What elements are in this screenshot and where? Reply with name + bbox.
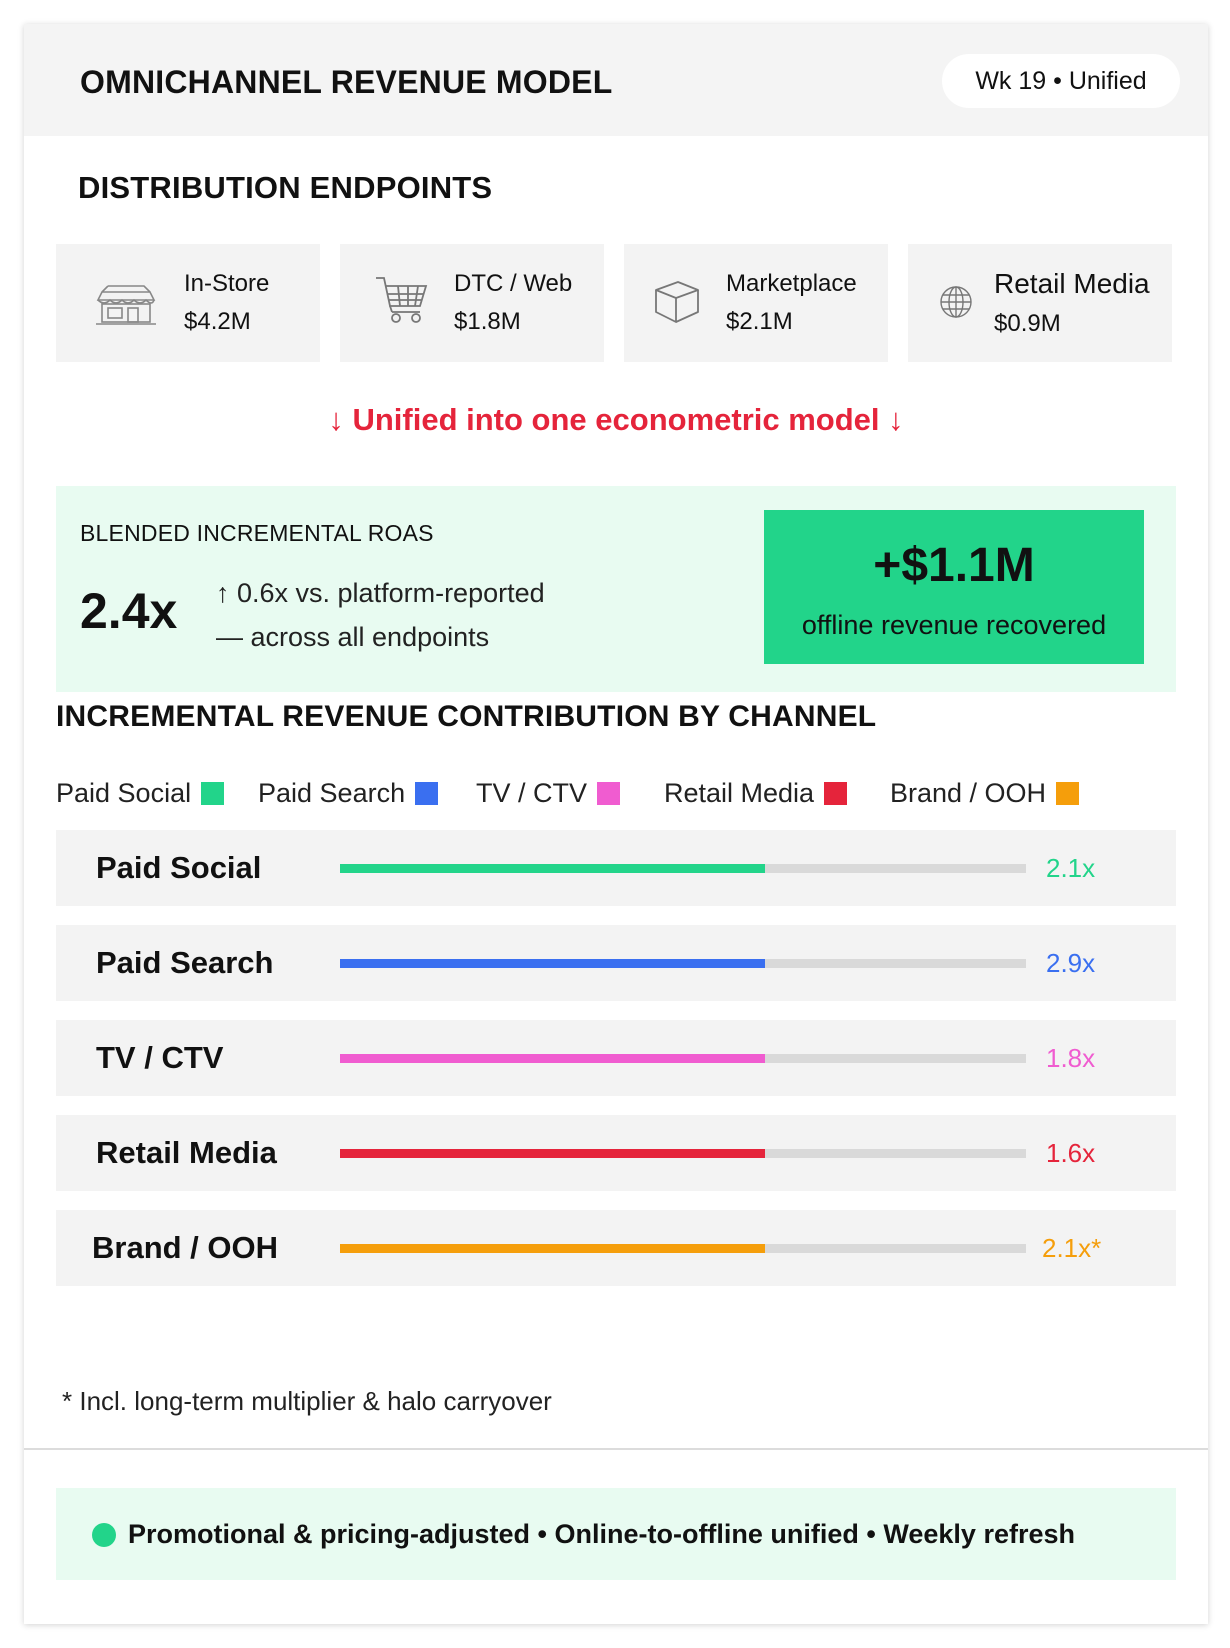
endpoint-label: In-Store — [184, 270, 270, 297]
legend-swatch — [597, 782, 621, 805]
legend-item: Brand / OOH — [890, 778, 1080, 809]
endpoint-marketplace[interactable]: Marketplace $2.1M — [624, 244, 888, 362]
bar-value-label: 1.6x — [1046, 1138, 1096, 1168]
bar-track — [340, 864, 1026, 873]
endpoint-label: DTC / Web — [454, 270, 573, 297]
legend-item: TV / CTV — [476, 778, 621, 809]
bar-label: Brand / OOH — [92, 1230, 279, 1265]
endpoint-value: $2.1M — [726, 308, 793, 335]
roas-value: 2.4x — [80, 583, 178, 639]
legend-swatch — [201, 782, 225, 805]
roas-label: BLENDED INCREMENTAL ROAS — [80, 520, 434, 546]
unified-model-note: ↓ Unified into one econometric model ↓ — [328, 402, 904, 437]
week-badge[interactable]: Wk 19 • Unified — [942, 54, 1180, 108]
legend-label: Paid Search — [258, 778, 406, 808]
legend-label: Brand / OOH — [890, 778, 1047, 808]
bar-fill — [340, 1054, 765, 1063]
legend-label: Retail Media — [664, 778, 815, 808]
bar-row[interactable]: Retail Media 1.6x — [56, 1115, 1176, 1191]
legend-swatch — [824, 782, 848, 805]
legend-item: Paid Social — [56, 778, 225, 809]
globe-icon — [940, 286, 972, 318]
status-dot-icon — [92, 1523, 116, 1547]
contribution-title: INCREMENTAL REVENUE CONTRIBUTION BY CHAN… — [56, 700, 877, 733]
bar-fill — [340, 1244, 765, 1253]
bar-fill — [340, 1149, 765, 1158]
endpoint-dtc-web[interactable]: DTC / Web $1.8M — [340, 244, 604, 362]
bar-fill — [340, 959, 765, 968]
revenue-model-card: OMNICHANNEL REVENUE MODEL Wk 19 • Unifie… — [24, 24, 1208, 1624]
endpoints-title: DISTRIBUTION ENDPOINTS — [78, 170, 493, 205]
bar-value-label: 1.8x — [1046, 1043, 1096, 1073]
endpoint-label: Retail Media — [994, 268, 1150, 299]
roas-comparison: ↑ 0.6x vs. platform-reported — [216, 578, 545, 608]
page-title: OMNICHANNEL REVENUE MODEL — [80, 64, 613, 100]
recovered-label: offline revenue recovered — [801, 610, 1107, 640]
divider — [24, 1448, 1208, 1450]
bar-track — [340, 959, 1026, 968]
legend-swatch — [415, 782, 439, 805]
card-header: OMNICHANNEL REVENUE MODEL Wk 19 • Unifie… — [24, 24, 1208, 136]
legend-item: Retail Media — [664, 778, 848, 809]
bar-label: Paid Social — [96, 850, 262, 885]
status-footer: Promotional & pricing-adjusted • Online-… — [56, 1488, 1176, 1580]
bar-value-label: 2.9x — [1046, 948, 1096, 978]
bar-value-label: 2.1x* — [1042, 1233, 1102, 1263]
endpoint-value: $0.9M — [994, 310, 1061, 337]
storefront-icon — [96, 285, 156, 325]
roas-panel: BLENDED INCREMENTAL ROAS 2.4x ↑ 0.6x vs.… — [56, 486, 1176, 692]
recovered-revenue-box: +$1.1M offline revenue recovered — [764, 510, 1144, 664]
bar-track — [340, 1244, 1026, 1253]
endpoint-label: Marketplace — [726, 270, 857, 297]
recovered-value: +$1.1M — [873, 539, 1035, 592]
bar-value-label: 2.1x — [1046, 853, 1096, 883]
package-box-icon — [655, 281, 699, 323]
bar-label: TV / CTV — [96, 1040, 224, 1075]
bar-row[interactable]: Paid Social 2.1x — [56, 830, 1176, 906]
legend-swatch — [1056, 782, 1080, 805]
endpoint-value: $1.8M — [454, 308, 521, 335]
legend-label: Paid Social — [56, 778, 192, 808]
bar-fill — [340, 864, 765, 873]
legend-label: TV / CTV — [476, 778, 588, 808]
roas-scope: — across all endpoints — [216, 622, 490, 652]
endpoint-retail-media[interactable]: Retail Media $0.9M — [908, 244, 1172, 362]
bar-track — [340, 1054, 1026, 1063]
bar-row[interactable]: Paid Search 2.9x — [56, 925, 1176, 1001]
bar-track — [340, 1149, 1026, 1158]
endpoint-value: $4.2M — [184, 308, 251, 335]
bar-row[interactable]: TV / CTV 1.8x — [56, 1020, 1176, 1096]
bar-row[interactable]: Brand / OOH 2.1x* — [56, 1210, 1176, 1286]
status-text: Promotional & pricing-adjusted • Online-… — [128, 1519, 1075, 1549]
bar-label: Paid Search — [96, 945, 274, 980]
endpoint-in-store[interactable]: In-Store $4.2M — [56, 244, 320, 362]
chart-footnote: * Incl. long-term multiplier & halo carr… — [62, 1386, 552, 1416]
legend-item: Paid Search — [258, 778, 439, 809]
bar-label: Retail Media — [96, 1135, 277, 1170]
shopping-cart-icon — [376, 277, 428, 323]
